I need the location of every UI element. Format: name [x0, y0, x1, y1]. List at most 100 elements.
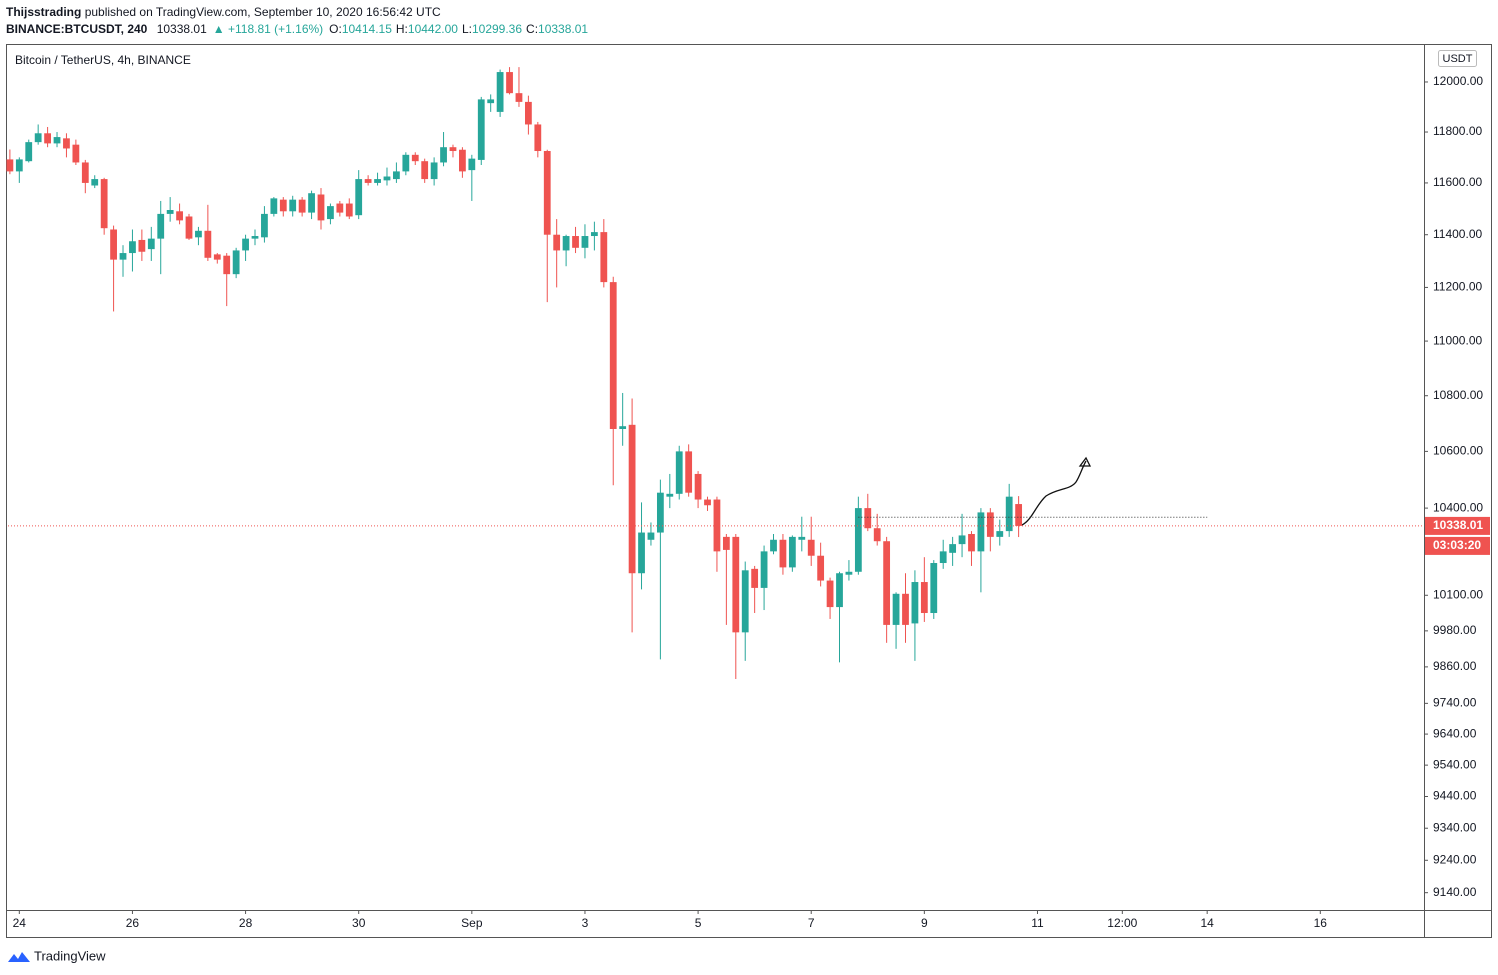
- candle-body: [1005, 496, 1013, 532]
- candle-body: [166, 210, 174, 214]
- ohlc-value: 10414.15: [342, 22, 392, 36]
- x-tick-label: 28: [239, 916, 253, 930]
- candle-body: [779, 539, 787, 568]
- candle-body: [930, 563, 938, 614]
- candle-body: [157, 213, 165, 239]
- x-tick-label: Sep: [461, 916, 483, 930]
- candle-body: [581, 236, 589, 248]
- candle-body: [1015, 504, 1023, 526]
- candle-body: [468, 158, 476, 171]
- candle-body: [15, 159, 23, 172]
- candle-body: [845, 571, 853, 575]
- countdown: 03:03:20: [1433, 538, 1481, 552]
- candle-body: [525, 101, 532, 125]
- candle-body: [63, 138, 70, 149]
- x-tick-label: 14: [1200, 916, 1214, 930]
- candle-body: [364, 179, 372, 183]
- candle-body: [270, 198, 278, 214]
- candle-body: [515, 93, 523, 102]
- candle-body: [25, 142, 33, 162]
- candle-body: [411, 154, 419, 162]
- candle-body: [685, 451, 693, 493]
- candle-body: [251, 236, 259, 239]
- candle-body: [609, 282, 617, 429]
- y-tick-label: 9440.00: [1433, 789, 1477, 803]
- candle-body: [345, 203, 353, 217]
- x-tick-label: 9: [921, 916, 928, 930]
- candle-body: [722, 536, 730, 550]
- footer: TradingView: [34, 948, 106, 963]
- candle-body: [986, 512, 994, 537]
- candle-body: [506, 72, 513, 94]
- y-tick-label: 9140.00: [1433, 885, 1477, 899]
- candle-body: [788, 536, 796, 568]
- candle-body: [666, 493, 674, 497]
- y-tick-label: 9740.00: [1433, 696, 1477, 710]
- y-tick-label: 10800.00: [1433, 388, 1483, 402]
- chart-title: Bitcoin / TetherUS, 4h, BINANCE: [15, 53, 191, 67]
- x-tick-label: 26: [126, 916, 140, 930]
- candle-body: [911, 582, 919, 624]
- y-tick-label: 9240.00: [1433, 852, 1477, 866]
- y-tick-label: 9860.00: [1433, 659, 1477, 673]
- arrow-head: [1078, 456, 1092, 467]
- candle-body: [619, 426, 627, 429]
- candle-body: [694, 473, 702, 500]
- y-tick-label: 11200.00: [1433, 280, 1482, 294]
- candle-body: [600, 232, 608, 283]
- candle-body: [72, 144, 80, 163]
- candle-body: [770, 539, 777, 552]
- candle-body: [760, 551, 768, 588]
- candle-body: [402, 154, 410, 172]
- candle-body: [213, 254, 221, 260]
- ohlc-value: 10299.36: [472, 22, 522, 36]
- publish-line: Thijsstrading published on TradingView.c…: [6, 5, 441, 19]
- candle-body: [562, 236, 570, 251]
- candle-body: [298, 199, 306, 213]
- candle-body: [873, 528, 881, 542]
- ohlc-label: L:: [462, 22, 472, 36]
- y-tick-label: 12000.00: [1433, 74, 1483, 88]
- candle-body: [81, 162, 89, 183]
- candle-body: [44, 133, 51, 144]
- candle-body: [91, 179, 99, 186]
- y-tick-label: 9980.00: [1433, 623, 1477, 637]
- logo: [8, 952, 30, 962]
- candle-body: [459, 149, 466, 172]
- candle-body: [675, 451, 683, 494]
- change: ▲ +118.81 (+1.16%): [213, 22, 323, 36]
- last-price-tag: [1425, 516, 1490, 535]
- y-tick-label: 11400.00: [1433, 227, 1482, 241]
- last: 10338.01: [157, 22, 207, 36]
- candle-body: [129, 241, 136, 254]
- candle-body: [242, 238, 249, 251]
- candle-body: [34, 133, 42, 143]
- candle-body: [798, 536, 806, 540]
- x-tick-label: 16: [1314, 916, 1328, 930]
- y-tick-label: 9340.00: [1433, 820, 1477, 834]
- x-tick-label: 24: [13, 916, 27, 930]
- candle-body: [949, 544, 957, 553]
- candle-body: [732, 536, 740, 633]
- candle-body: [421, 161, 429, 180]
- candle-body: [204, 230, 212, 258]
- x-tick-label: 7: [808, 916, 815, 930]
- candle-body: [704, 499, 711, 506]
- candle-body: [119, 253, 127, 260]
- candle-body: [374, 179, 381, 183]
- candle-body: [638, 532, 645, 574]
- y-tick-label: 11800.00: [1433, 124, 1482, 138]
- candle-body: [185, 216, 193, 239]
- candle-body: [355, 179, 363, 216]
- x-tick-label: 30: [352, 916, 366, 930]
- candle-body: [958, 535, 966, 545]
- ohlc-label: H:: [396, 22, 408, 36]
- candle-body: [176, 211, 183, 221]
- y-tick-label: 9540.00: [1433, 757, 1477, 771]
- candle-body: [440, 147, 447, 163]
- candle-body: [826, 580, 834, 608]
- symbol-line: BINANCE:BTCUSDT, 240 10338.01 ▲ +118.81 (…: [6, 22, 588, 36]
- candle-body: [883, 541, 891, 625]
